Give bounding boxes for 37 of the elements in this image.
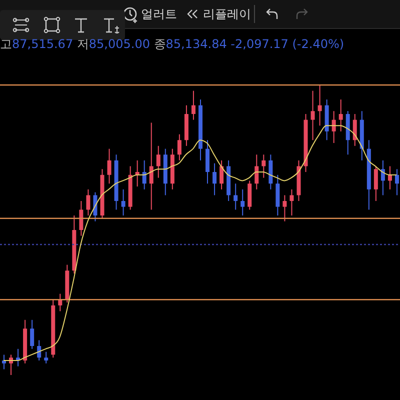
candlestick (352, 114, 357, 146)
candlestick (121, 188, 126, 216)
text: 리플레이 (203, 6, 251, 23)
candlestick (30, 319, 34, 350)
candlestick (268, 154, 273, 190)
candlestick (394, 168, 399, 196)
candlestick (374, 166, 378, 202)
candlestick (240, 188, 245, 216)
candlestick (149, 122, 154, 210)
candlestick (2, 354, 6, 370)
candlestick (290, 188, 294, 216)
candlestick (212, 162, 217, 196)
candlestick (86, 188, 90, 216)
candlestick (44, 351, 48, 364)
candlestick (37, 340, 42, 361)
text: 얼러트 (141, 6, 177, 23)
candlestick (58, 293, 62, 312)
candlestick (107, 148, 112, 184)
candlestick (206, 140, 210, 184)
candlestick (338, 99, 343, 132)
candlestick (142, 160, 146, 190)
candlestick (177, 134, 182, 161)
candlestick (234, 183, 238, 210)
candlestick (276, 174, 280, 216)
candlestick (248, 180, 252, 210)
candlestick (254, 154, 259, 190)
candlestick (332, 110, 336, 144)
candlestick (262, 154, 266, 178)
candlestick (220, 160, 224, 190)
candlestick (79, 200, 84, 236)
candlestick (156, 145, 160, 178)
candlestick (93, 192, 98, 222)
candlestick (191, 90, 196, 120)
candlestick (282, 194, 287, 222)
candlestick (318, 85, 322, 126)
candlestick (310, 90, 315, 141)
text: 고87,515.67 저85,005.00 종85,134.84 -2,097.17 (-2.40%) (0, 37, 344, 51)
